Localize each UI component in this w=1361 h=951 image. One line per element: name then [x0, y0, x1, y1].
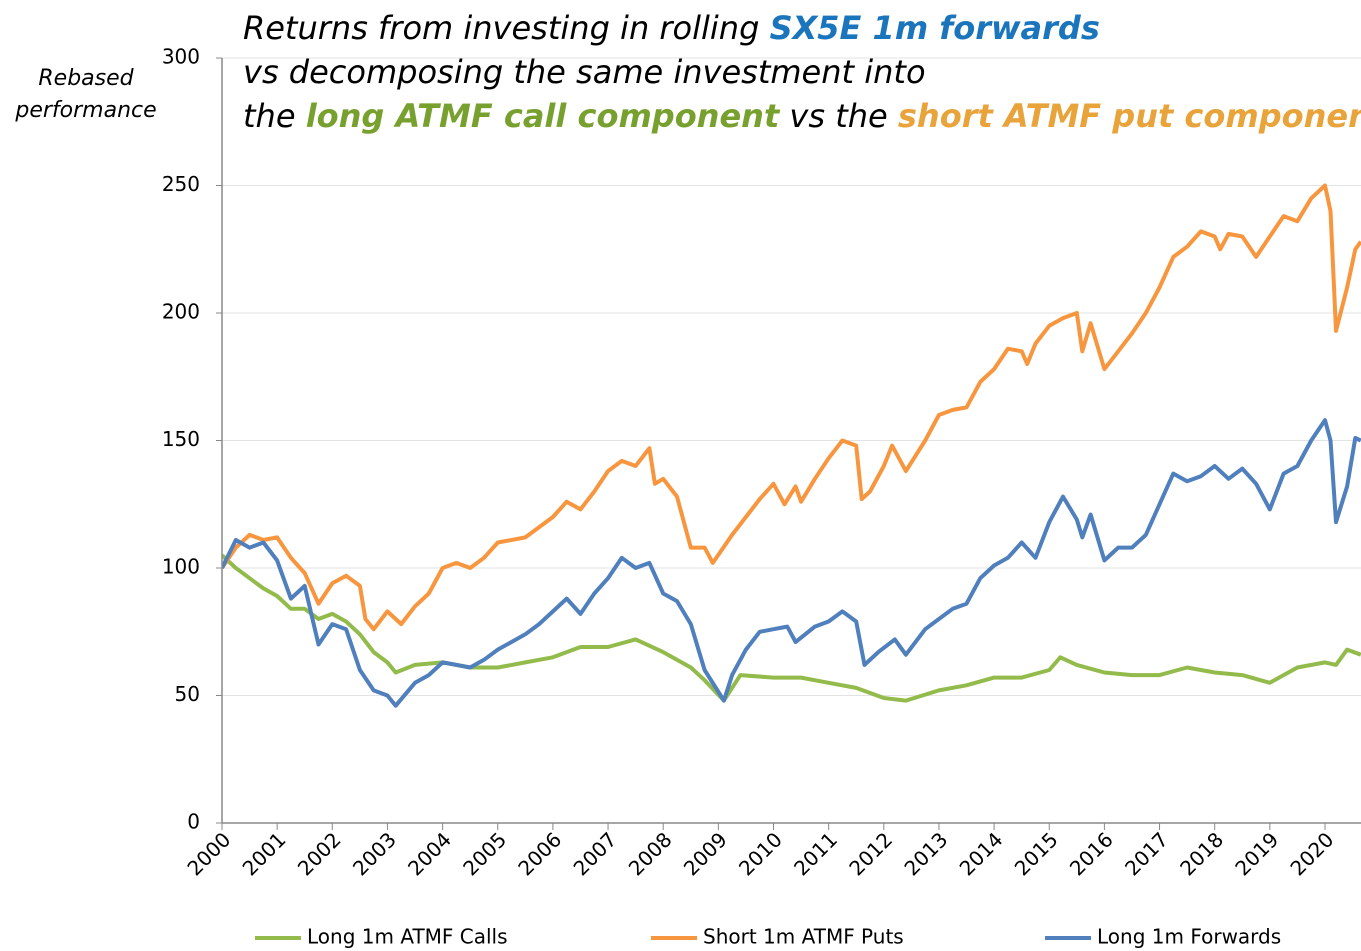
x-tick-label: 2007	[569, 827, 622, 880]
title-part: vs decomposing the same investment into	[243, 53, 926, 91]
chart-title: Returns from investing in rolling SX5E 1…	[243, 9, 1361, 135]
legend-label: Short 1m ATMF Puts	[703, 925, 904, 949]
legend-label: Long 1m Forwards	[1097, 925, 1281, 949]
y-tick-label: 0	[187, 810, 200, 834]
x-tick-label: 2000	[182, 827, 235, 880]
series-line	[222, 183, 1361, 632]
x-tick-label: 2009	[679, 827, 732, 880]
series-line	[222, 553, 1361, 703]
grid	[222, 57, 1361, 696]
x-tick-label: 2004	[403, 827, 456, 880]
x-tick-label: 2015	[1010, 827, 1063, 880]
title-line: vs decomposing the same investment into	[243, 53, 926, 91]
title-part: the	[243, 97, 306, 135]
x-tick-label: 2020	[1285, 827, 1338, 880]
x-tick-label: 2005	[458, 827, 511, 880]
legend: Long 1m ATMF Calls Short 1m ATMF Puts Long…	[255, 925, 1281, 949]
legend-label: Long 1m ATMF Calls	[307, 925, 508, 949]
title-part: long ATMF call component	[306, 97, 781, 135]
y-tick-label: 250	[162, 172, 200, 196]
x-tick-label: 2001	[238, 827, 291, 880]
plot-area	[222, 183, 1361, 708]
y-axis-label: performance	[14, 98, 156, 123]
y-tick-label: 150	[162, 427, 200, 451]
y-tick-label: 100	[162, 555, 200, 579]
title-part: short ATMF put component	[898, 97, 1361, 135]
title-part: SX5E 1m forwards	[770, 9, 1100, 47]
x-tick-label: 2014	[955, 827, 1008, 880]
x-tick-label: 2017	[1120, 827, 1173, 880]
y-axis-label: Rebased	[38, 66, 134, 91]
y-tick-label: 200	[162, 300, 200, 324]
x-tick-label: 2003	[348, 827, 401, 880]
title-part: Returns from investing in rolling	[243, 9, 770, 47]
title-line: Returns from investing in rolling SX5E 1…	[243, 9, 1100, 47]
x-tick-label: 2008	[624, 827, 677, 880]
x-tick-label: 2016	[1065, 827, 1118, 880]
x-tick-label: 2018	[1175, 827, 1228, 880]
x-tick-label: 2012	[844, 827, 897, 880]
y-tick-label: 300	[162, 45, 200, 69]
x-tick-label: 2006	[513, 827, 566, 880]
x-tick-label: 2011	[789, 827, 842, 880]
title-line: the long ATMF call component vs the shor…	[243, 97, 1361, 135]
title-part: vs the	[779, 97, 898, 135]
x-tick-label: 2002	[293, 827, 346, 880]
x-tick-label: 2019	[1230, 827, 1283, 880]
y-tick-label: 50	[175, 682, 200, 706]
x-tick-label: 2013	[899, 827, 952, 880]
x-tick-label: 2010	[734, 827, 787, 880]
series-line	[222, 418, 1361, 708]
